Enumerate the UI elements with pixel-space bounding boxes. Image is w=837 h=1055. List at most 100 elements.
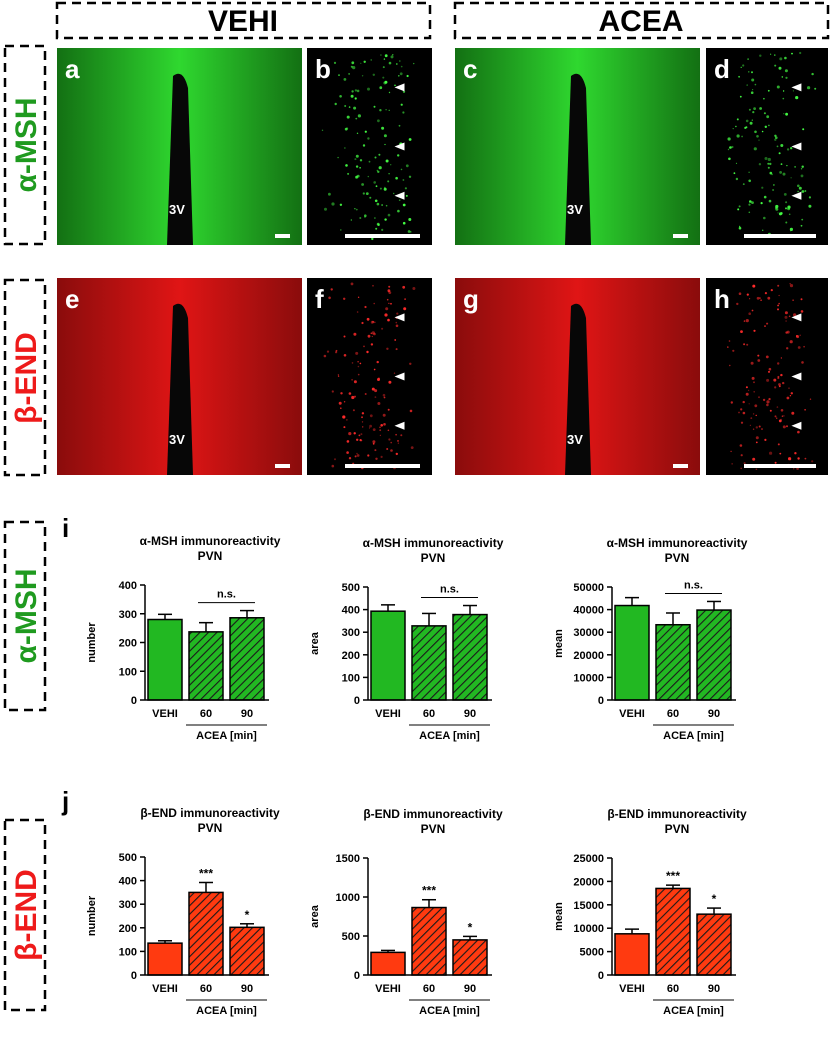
y-tick-label: 200 — [119, 638, 137, 650]
punctum — [801, 218, 804, 221]
punctum — [383, 187, 387, 191]
punctum — [763, 112, 766, 115]
punctum — [764, 125, 767, 128]
punctum — [751, 201, 754, 205]
punctum — [373, 302, 376, 305]
punctum — [774, 138, 777, 141]
scale-bar — [275, 464, 290, 468]
scale-bar — [673, 464, 688, 468]
punctum — [348, 106, 351, 108]
y-axis-label: mean — [553, 629, 565, 658]
y-tick-label: 300 — [342, 627, 360, 639]
punctum — [782, 97, 785, 100]
punctum — [789, 284, 794, 288]
punctum — [399, 72, 403, 76]
punctum — [395, 324, 399, 328]
y-tick-label: 10000 — [573, 923, 604, 935]
punctum — [801, 190, 805, 193]
punctum — [785, 112, 788, 116]
punctum — [338, 401, 342, 405]
micrograph — [307, 48, 432, 245]
column-header: VEHI — [208, 5, 278, 38]
y-tick-label: 400 — [119, 876, 137, 888]
bar — [229, 926, 265, 976]
punctum — [374, 321, 376, 324]
punctum — [745, 386, 748, 389]
bar — [229, 617, 265, 701]
side-box — [3, 278, 47, 477]
punctum — [808, 196, 812, 199]
punctum — [356, 89, 360, 93]
punctum — [780, 144, 784, 147]
punctum — [399, 60, 401, 62]
punctum — [331, 202, 335, 206]
panel-letter: b — [315, 54, 331, 84]
punctum — [355, 351, 359, 355]
punctum — [739, 225, 741, 227]
punctum — [387, 408, 390, 411]
punctum — [381, 228, 384, 231]
punctum — [408, 218, 412, 221]
chart-title: α-MSH immunoreactivity — [607, 536, 748, 550]
punctum — [328, 296, 331, 300]
punctum — [364, 393, 367, 395]
x-tick-label: VEHI — [375, 983, 401, 995]
punctum — [724, 71, 727, 73]
punctum — [348, 432, 352, 436]
punctum — [751, 119, 753, 121]
punctum — [789, 395, 792, 397]
punctum — [361, 416, 363, 419]
y-tick-label: 20000 — [573, 650, 604, 662]
punctum — [390, 441, 393, 444]
punctum — [745, 319, 749, 323]
punctum — [361, 183, 364, 186]
punctum — [739, 444, 743, 447]
punctum — [356, 174, 360, 178]
y-tick-label: 15000 — [573, 900, 604, 912]
punctum — [800, 174, 804, 178]
punctum — [364, 305, 367, 309]
punctum — [386, 448, 389, 450]
punctum — [342, 415, 346, 419]
punctum — [357, 373, 360, 376]
punctum — [727, 148, 730, 151]
punctum — [409, 362, 412, 365]
panel-letter: g — [463, 284, 479, 314]
punctum — [398, 124, 401, 127]
punctum — [339, 203, 343, 206]
punctum — [321, 129, 324, 131]
punctum — [763, 216, 766, 220]
punctum — [409, 409, 413, 413]
punctum — [744, 126, 747, 129]
punctum — [347, 172, 350, 175]
micrograph — [706, 48, 828, 245]
punctum — [372, 320, 375, 323]
punctum — [388, 91, 391, 94]
punctum — [735, 162, 738, 164]
landmark-label: 3V — [169, 432, 185, 447]
punctum — [782, 381, 785, 385]
punctum — [381, 126, 385, 130]
punctum — [793, 468, 795, 470]
y-axis-label: mean — [553, 902, 565, 931]
punctum — [354, 158, 357, 161]
bar — [370, 610, 406, 701]
punctum — [353, 106, 357, 110]
punctum — [375, 227, 378, 230]
punctum — [778, 383, 781, 386]
bar — [614, 604, 650, 701]
punctum — [767, 296, 771, 300]
arrowhead — [394, 191, 405, 200]
y-tick-label: 300 — [119, 609, 137, 621]
y-tick-label: 0 — [354, 970, 360, 982]
punctum — [351, 61, 355, 65]
arrowhead — [791, 372, 802, 381]
punctum — [785, 320, 787, 322]
punctum — [379, 434, 382, 437]
annotation: n.s. — [684, 579, 703, 591]
annotation: * — [468, 920, 473, 934]
punctum — [797, 346, 801, 349]
punctum — [809, 398, 812, 400]
punctum — [767, 162, 770, 165]
punctum — [323, 354, 327, 358]
